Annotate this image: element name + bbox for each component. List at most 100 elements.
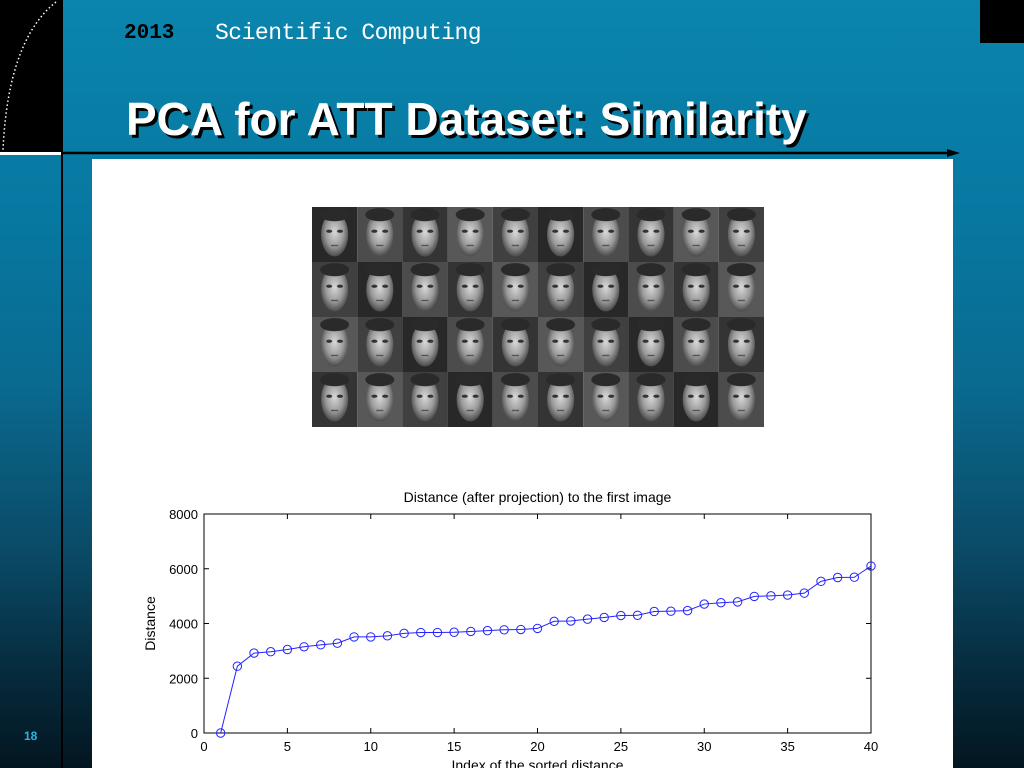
data-point (549, 616, 559, 627)
face-thumbnail (492, 207, 538, 262)
x-tick-label: 0 (200, 739, 207, 754)
left-decor-rule (0, 152, 62, 155)
y-tick-label: 6000 (169, 562, 198, 577)
face-thumbnail (492, 262, 538, 317)
face-thumbnail (312, 207, 358, 262)
data-point (816, 576, 826, 587)
corner-decor-box (980, 0, 1024, 43)
data-point (582, 614, 593, 624)
data-point (266, 646, 276, 657)
face-thumbnail (402, 262, 448, 317)
data-point (232, 661, 243, 671)
face-thumbnail (628, 372, 674, 427)
x-tick-label: 25 (614, 739, 628, 754)
left-decor-arc (2, 1, 57, 151)
face-thumbnail (628, 207, 674, 262)
x-axis-label: Index of the sorted distance (452, 757, 624, 768)
data-point (616, 610, 626, 621)
face-thumbnail (673, 317, 719, 372)
face-thumbnail (538, 372, 584, 427)
slide-title: PCA for ATT Dataset: Similarity (126, 93, 807, 145)
face-thumbnail (583, 207, 629, 262)
x-tick-label: 40 (864, 739, 878, 754)
data-point (249, 648, 259, 658)
face-thumbnail (357, 207, 403, 262)
face-thumbnail (447, 317, 493, 372)
chart-title: Distance (after projection) to the first… (404, 489, 672, 505)
face-thumbnail (357, 372, 403, 427)
face-thumbnail (628, 262, 674, 317)
data-point (399, 628, 409, 639)
face-thumbnail (312, 372, 358, 427)
data-point (866, 561, 876, 571)
data-point (215, 728, 226, 738)
data-point (349, 632, 359, 642)
data-point (316, 640, 326, 650)
x-tick-label: 5 (284, 739, 291, 754)
face-thumbnail (718, 317, 764, 372)
face-thumbnail (718, 262, 764, 317)
title-underline-arrow (62, 149, 960, 157)
face-thumbnail (492, 372, 538, 427)
left-vertical-line (61, 0, 63, 768)
data-point (832, 572, 843, 583)
data-point (466, 626, 476, 637)
y-tick-label: 2000 (169, 671, 198, 686)
data-point (782, 590, 793, 600)
left-decor-panel (0, 0, 62, 155)
content-area: 0 5 10 15 20 25 30 35 40 0 2000 4000 6000 8000 Distanc… (92, 159, 953, 768)
data-point (482, 625, 493, 636)
face-thumbnail (402, 207, 448, 262)
face-thumbnail (673, 262, 719, 317)
data-point (282, 644, 293, 655)
data-point (632, 610, 643, 620)
header-year: 2013 (124, 22, 175, 45)
face-thumbnail (718, 207, 764, 262)
data-point (416, 627, 426, 638)
plot-frame (203, 513, 872, 734)
data-point (299, 642, 309, 652)
x-tick-label: 35 (780, 739, 794, 754)
face-thumbnail (357, 262, 403, 317)
data-point (599, 612, 609, 623)
data-point (332, 638, 343, 648)
face-thumbnail (538, 262, 584, 317)
data-point (449, 627, 459, 637)
y-tick-label: 4000 (169, 617, 198, 632)
data-point (732, 597, 743, 607)
face-thumbnail (402, 317, 448, 372)
data-point (699, 599, 709, 609)
data-point (766, 591, 776, 601)
x-tick-label: 10 (364, 739, 378, 754)
data-point (749, 591, 759, 602)
distance-series-line (220, 565, 872, 734)
face-thumbnail (402, 372, 448, 427)
data-point (366, 632, 376, 642)
face-thumbnail (357, 317, 403, 372)
face-thumbnail (312, 262, 358, 317)
distance-chart: 0 5 10 15 20 25 30 35 40 0 2000 4000 6000 8000 Distanc… (142, 489, 878, 768)
face-thumbnail (447, 372, 493, 427)
data-point (666, 606, 676, 616)
header-course: Scientific Computing (215, 20, 482, 46)
data-point (532, 623, 543, 634)
data-point (849, 572, 860, 582)
y-tick-label: 8000 (169, 507, 198, 522)
x-tick-label: 30 (697, 739, 711, 754)
face-thumbnail (447, 262, 493, 317)
x-tick-label: 15 (447, 739, 461, 754)
data-point (682, 605, 693, 616)
face-thumbnail (718, 372, 764, 427)
face-thumbnail (673, 372, 719, 427)
face-thumbnail (583, 262, 629, 317)
y-tick-label: 0 (191, 726, 198, 741)
data-point (566, 616, 576, 626)
data-point (716, 597, 726, 608)
slide-number: 18 (24, 729, 38, 743)
face-thumbnail (628, 317, 674, 372)
data-point (799, 588, 809, 598)
face-thumbnail (312, 317, 358, 372)
data-point (516, 624, 526, 635)
data-point (432, 627, 443, 638)
y-axis-label: Distance (142, 596, 158, 651)
